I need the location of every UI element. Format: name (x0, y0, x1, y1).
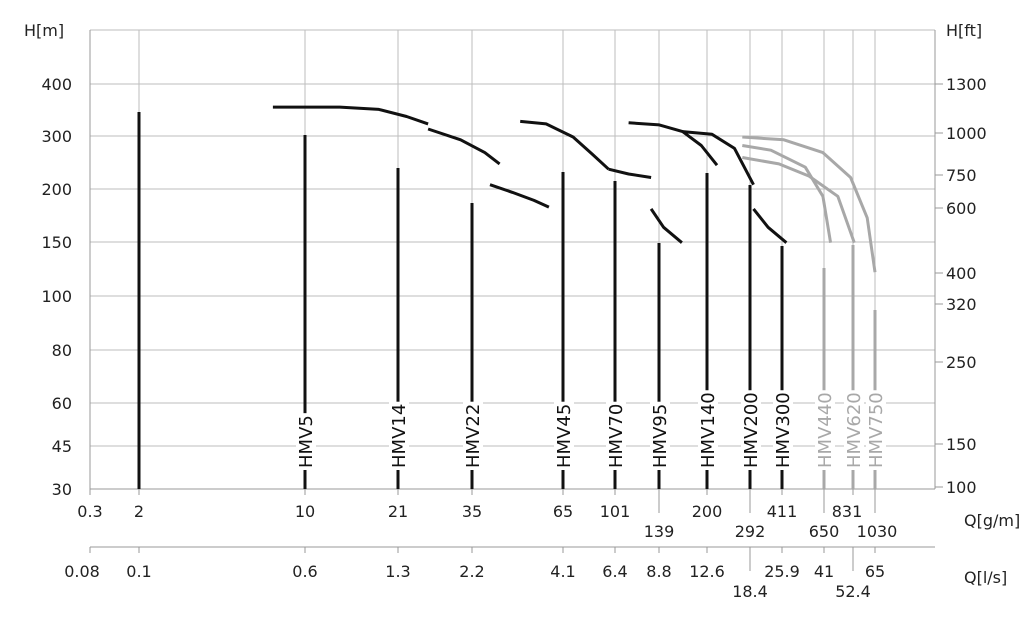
y-right-tick-label: 400 (946, 264, 977, 283)
y-right-tick-label: 750 (946, 166, 977, 185)
y-left-tick-label: 400 (41, 75, 72, 94)
x-ls-tick-label: 41 (814, 562, 834, 581)
x-ls-axis-title: Q[l/s] (964, 568, 1007, 587)
label-background (698, 390, 718, 470)
y-right-tick-label: 1300 (946, 75, 987, 94)
series-label: HMV70 (606, 404, 627, 468)
label-background (741, 390, 761, 470)
y-left-tick-label: 60 (52, 394, 72, 413)
y-right-tick-label: 1000 (946, 124, 987, 143)
label-background (650, 401, 670, 470)
series-label: HMV95 (650, 404, 671, 468)
x-gpm-tick-label: 35 (462, 502, 482, 521)
performance-curve (752, 207, 788, 244)
performance-curve (608, 167, 652, 179)
performance-curve (649, 208, 683, 244)
x-gpm-tick-label: 650 (809, 522, 840, 541)
series-label: HMV45 (554, 404, 575, 468)
x-ls-tick-label: 65 (865, 562, 885, 581)
y-axis-right-title: H[ft] (946, 21, 982, 40)
label-background (296, 413, 316, 470)
performance-curve (682, 130, 755, 186)
y-left-tick-label: 80 (52, 341, 72, 360)
label-background (463, 401, 483, 470)
x-ls-tick-label: 52.4 (835, 582, 871, 601)
y-right-tick-label: 100 (946, 478, 977, 497)
x-gpm-tick-label: 0.3 (77, 502, 102, 521)
x-ls-tick-label: 4.1 (550, 562, 575, 581)
x-ls-tick-label: 2.2 (459, 562, 484, 581)
x-ls-tick-label: 0.6 (292, 562, 317, 581)
x-ls-tick-label: 18.4 (732, 582, 768, 601)
series-label: HMV750 (866, 392, 887, 468)
label-background (844, 390, 864, 470)
label-background (815, 390, 835, 470)
x-gpm-tick-label: 292 (735, 522, 766, 541)
performance-curve (742, 156, 856, 244)
series-label: HMV440 (815, 392, 836, 468)
label-background (606, 401, 626, 470)
y-left-tick-label: 300 (41, 127, 72, 146)
y-right-tick-label: 600 (946, 199, 977, 218)
x-ls-tick-label: 6.4 (602, 562, 627, 581)
performance-curve (742, 144, 833, 243)
y-right-tick-label: 320 (946, 295, 977, 314)
x-gpm-tick-label: 200 (692, 502, 723, 521)
series-label: HMV14 (389, 404, 410, 468)
y-left-tick-label: 100 (41, 287, 72, 306)
series-label: HMV5 (296, 415, 317, 468)
x-ls-tick-label: 0.1 (126, 562, 151, 581)
x-ls-tick-label: 12.6 (689, 562, 725, 581)
x-gpm-tick-label: 21 (388, 502, 408, 521)
x-gpm-tick-label: 10 (295, 502, 315, 521)
y-left-tick-label: 200 (41, 180, 72, 199)
y-left-tick-label: 30 (52, 480, 72, 499)
performance-curve (489, 183, 550, 209)
performance-curve (742, 135, 877, 273)
y-left-tick-label: 45 (52, 437, 72, 456)
x-ls-tick-label: 8.8 (646, 562, 671, 581)
y-left-tick-label: 150 (41, 233, 72, 252)
x-gpm-axis-title: Q[g/m] (964, 511, 1020, 530)
label-background (554, 401, 574, 470)
performance-curve (272, 105, 429, 126)
x-ls-tick-label: 25.9 (764, 562, 800, 581)
x-gpm-tick-label: 2 (134, 502, 144, 521)
y-axis-left-title: H[m] (24, 21, 64, 40)
series-label: HMV620 (844, 392, 865, 468)
series-label: HMV200 (741, 392, 762, 468)
performance-curve (520, 119, 610, 171)
label-background (866, 390, 886, 470)
x-ls-tick-label: 0.08 (64, 562, 100, 581)
x-gpm-tick-label: 65 (553, 502, 573, 521)
series-label: HMV300 (773, 392, 794, 468)
x-gpm-tick-label: 139 (644, 522, 675, 541)
label-background (389, 401, 409, 470)
x-gpm-tick-label: 1030 (857, 522, 898, 541)
x-gpm-tick-label: 101 (600, 502, 631, 521)
performance-curve (427, 127, 501, 166)
x-gpm-tick-label: 831 (832, 502, 863, 521)
y-right-tick-label: 150 (946, 435, 977, 454)
x-ls-tick-label: 1.3 (385, 562, 410, 581)
y-right-tick-label: 250 (946, 353, 977, 372)
series-label: HMV140 (698, 392, 719, 468)
label-background (773, 390, 793, 470)
performance-curve (628, 121, 719, 167)
series-label: HMV22 (463, 404, 484, 468)
x-gpm-tick-label: 411 (767, 502, 798, 521)
